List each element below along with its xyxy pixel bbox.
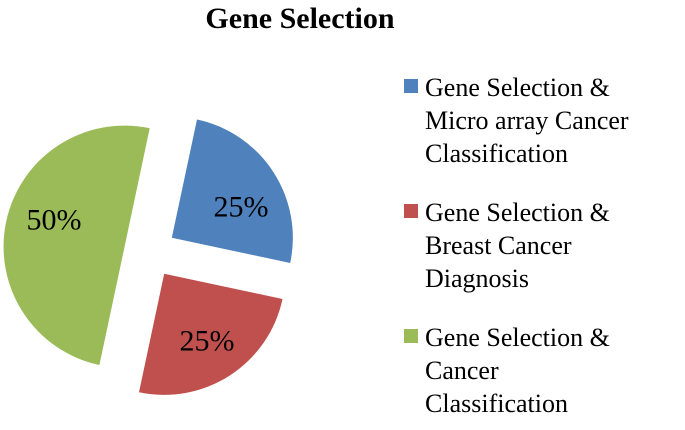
legend-label-line: Diagnosis xyxy=(425,264,529,293)
pie-slice-3 xyxy=(3,125,150,366)
legend-label: Gene Selection & Cancer Classification xyxy=(425,321,610,420)
legend-label: Gene Selection & Micro array Cancer Clas… xyxy=(425,71,629,170)
pie-slice-label: 50% xyxy=(27,204,82,237)
legend-swatch-green-icon xyxy=(404,329,418,343)
legend-item: Gene Selection & Micro array Cancer Clas… xyxy=(404,71,682,170)
legend-label-line: Micro array Cancer xyxy=(425,106,629,135)
legend: Gene Selection & Micro array Cancer Clas… xyxy=(404,71,682,430)
pie-chart: 25% 25% 50% xyxy=(3,119,293,395)
chart-title: Gene Selection xyxy=(205,2,395,35)
legend-label-line: Gene Selection & xyxy=(425,73,610,102)
legend-label-line: Gene Selection & xyxy=(425,323,610,352)
legend-swatch-blue-icon xyxy=(404,79,418,93)
legend-label-line: Gene Selection & xyxy=(425,198,610,227)
legend-label-line: Classification xyxy=(425,389,568,418)
pie-slice-2 xyxy=(139,273,283,395)
legend-item: Gene Selection & Cancer Classification xyxy=(404,321,682,420)
legend-label-line: Cancer xyxy=(425,356,499,385)
legend-label-line: Breast Cancer xyxy=(425,231,572,260)
legend-label-line: Classification xyxy=(425,139,568,168)
pie-slice-1 xyxy=(171,119,293,263)
pie-slice-label: 25% xyxy=(214,191,269,224)
legend-item: Gene Selection & Breast Cancer Diagnosis xyxy=(404,196,682,295)
pie-slice-label: 25% xyxy=(180,325,235,358)
legend-label: Gene Selection & Breast Cancer Diagnosis xyxy=(425,196,610,295)
legend-swatch-red-icon xyxy=(404,204,418,218)
